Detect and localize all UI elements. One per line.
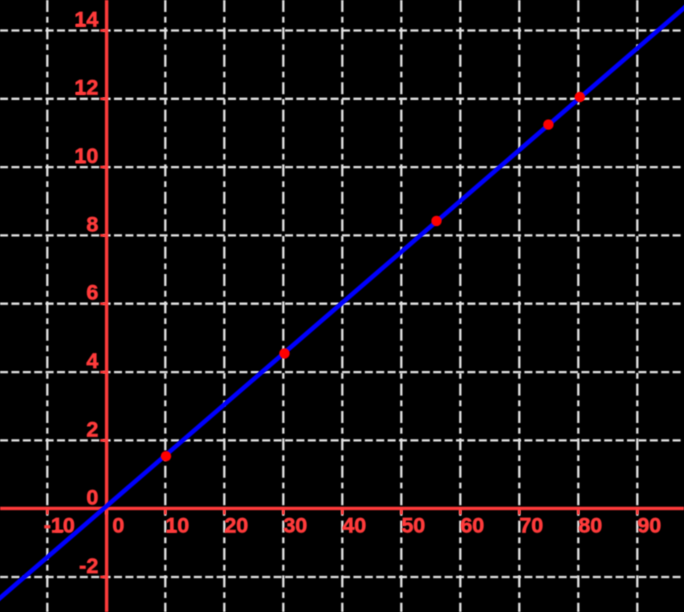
svg-text:20: 20 <box>224 513 248 537</box>
svg-text:10: 10 <box>165 513 189 537</box>
svg-text:0: 0 <box>112 513 124 537</box>
svg-text:70: 70 <box>519 513 543 537</box>
svg-text:40: 40 <box>342 513 366 537</box>
svg-text:2: 2 <box>86 417 98 441</box>
svg-text:0: 0 <box>86 486 98 510</box>
svg-text:-10: -10 <box>44 513 75 537</box>
svg-text:6: 6 <box>86 281 98 305</box>
svg-text:14: 14 <box>74 7 98 31</box>
svg-text:60: 60 <box>460 513 484 537</box>
svg-text:80: 80 <box>578 513 602 537</box>
svg-text:30: 30 <box>283 513 307 537</box>
svg-text:4: 4 <box>86 349 98 373</box>
svg-text:8: 8 <box>86 212 98 236</box>
svg-text:-2: -2 <box>79 554 98 578</box>
svg-text:10: 10 <box>74 144 98 168</box>
svg-text:12: 12 <box>74 76 98 100</box>
svg-text:90: 90 <box>637 513 661 537</box>
svg-text:50: 50 <box>401 513 425 537</box>
